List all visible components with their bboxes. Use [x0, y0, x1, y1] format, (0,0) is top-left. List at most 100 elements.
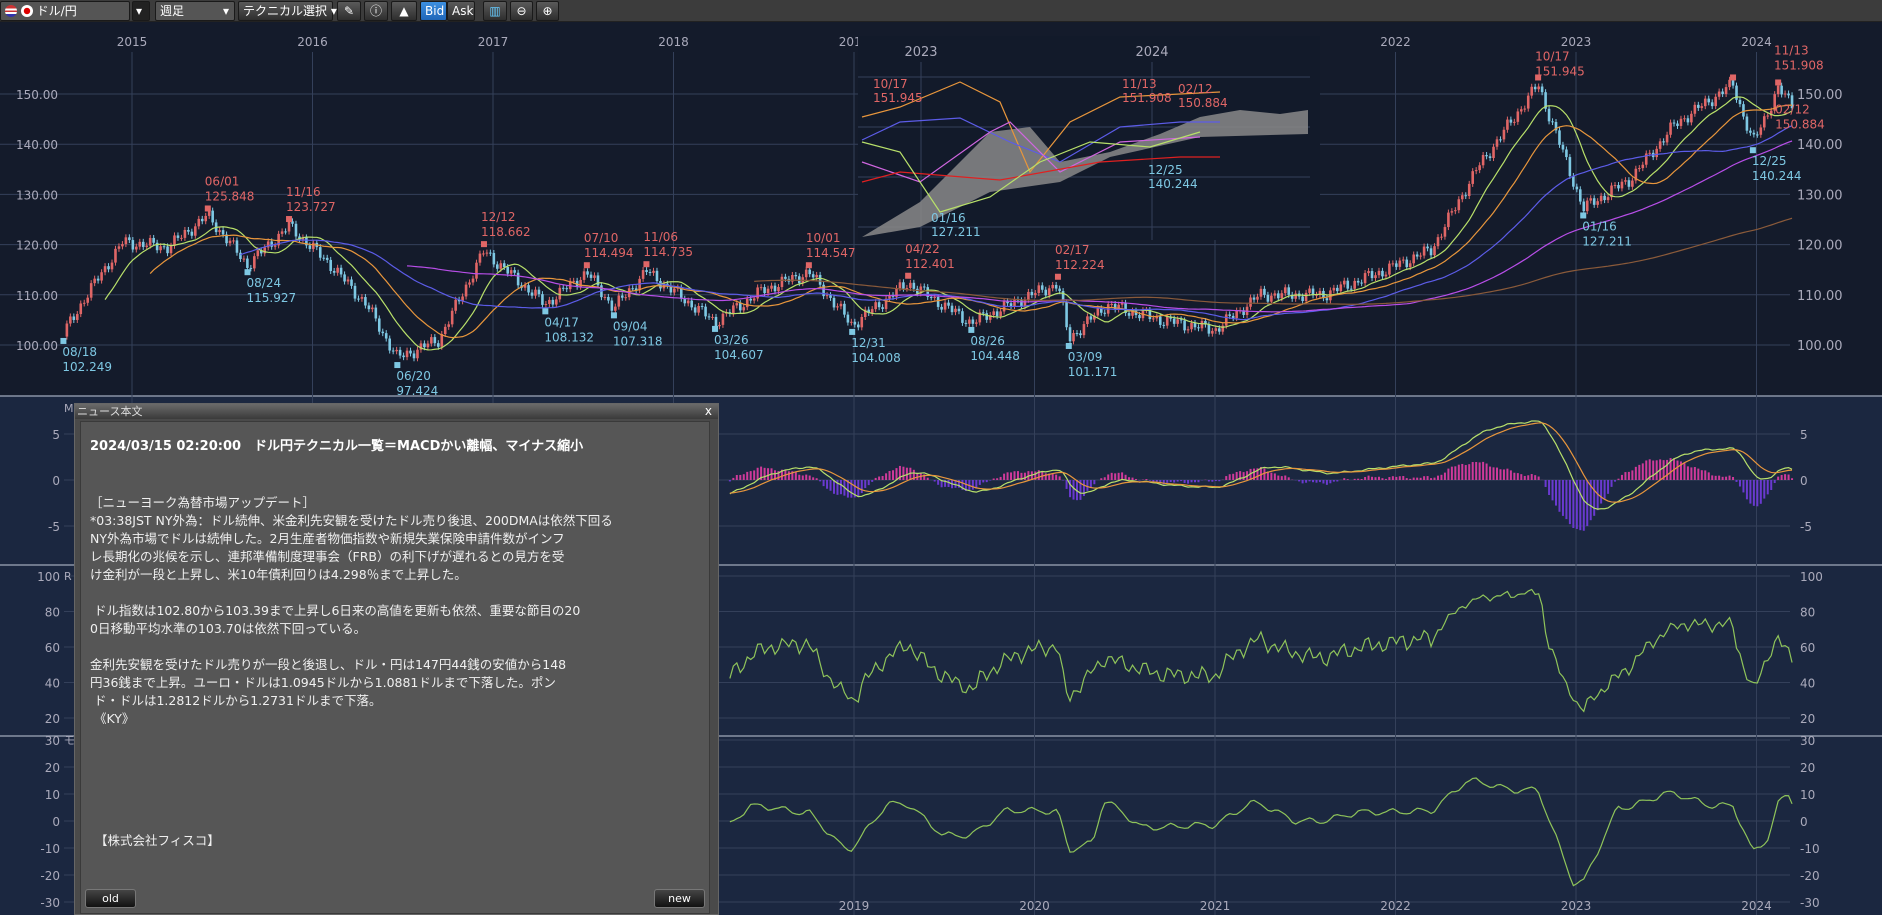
old-button[interactable]: old — [85, 889, 136, 908]
candle-body — [1724, 87, 1728, 95]
candle-body — [232, 240, 235, 242]
candle-body — [1738, 99, 1742, 105]
candle-body — [978, 312, 982, 323]
currency-pair-select[interactable]: ドル/円 — [0, 1, 130, 21]
macd-histogram-bar — [1169, 480, 1172, 482]
candle-body — [1731, 79, 1735, 86]
macd-histogram-bar — [985, 480, 988, 483]
macd-histogram-bar — [1187, 480, 1190, 484]
news-text: ［ニューヨーク為替市場アップデート］ *03:38JST NY外為：ドル続伸、米… — [90, 495, 613, 726]
info-button[interactable]: ⓘ — [364, 1, 388, 21]
candle-body — [485, 252, 489, 254]
period-select[interactable]: 週足 ▾ — [155, 1, 235, 21]
candle-body — [929, 296, 933, 298]
high-date: 02/17 — [1055, 243, 1090, 257]
macd-histogram-bar — [1645, 460, 1648, 480]
macd-histogram-bar — [1263, 468, 1266, 480]
candle-body — [561, 287, 565, 289]
macd-histogram-bar — [1548, 480, 1551, 495]
bid-button[interactable]: Bid — [420, 1, 447, 21]
candle-body — [1686, 118, 1690, 123]
candle-body — [586, 271, 589, 275]
macd-histogram-bar — [933, 480, 936, 482]
indicator-button[interactable]: ▥ — [483, 1, 507, 21]
macd-histogram-bar — [1700, 470, 1703, 480]
close-icon[interactable]: x — [704, 404, 712, 418]
candle-body — [287, 221, 291, 232]
candle-body — [176, 235, 180, 238]
candle-body — [1599, 195, 1603, 202]
low-date: 06/20 — [396, 369, 431, 383]
low-price: 104.008 — [851, 351, 901, 365]
candle-body — [1131, 310, 1134, 316]
candle-body — [843, 303, 846, 315]
high-price: 123.727 — [286, 200, 336, 214]
candle-body — [881, 307, 884, 309]
candle-body — [350, 279, 353, 286]
candle-body — [141, 241, 145, 247]
low-price: 108.132 — [544, 330, 594, 344]
price-tick-left: 120.00 — [16, 239, 58, 253]
candle-body — [1787, 93, 1790, 96]
candle-body — [596, 275, 600, 286]
inset-indicator-line — [861, 117, 1220, 163]
macd-histogram-bar — [1620, 474, 1623, 480]
macd-histogram-bar — [1447, 468, 1450, 480]
draw-button[interactable]: ✎ — [337, 1, 361, 21]
candle-body — [482, 253, 485, 255]
ask-button[interactable]: Ask — [447, 1, 475, 21]
candle-body — [898, 282, 902, 289]
candle-body — [1457, 199, 1461, 211]
macd-histogram-bar — [1777, 476, 1780, 480]
candle-body — [1742, 104, 1745, 117]
candle-body — [1773, 94, 1776, 111]
candle-body — [1471, 171, 1474, 184]
candle-body — [471, 278, 475, 283]
candle-body — [850, 321, 853, 323]
macd-histogram-bar — [964, 480, 967, 491]
inset-year-label: 2023 — [904, 45, 937, 60]
ma52-line — [240, 125, 1793, 321]
macd-histogram-bar — [1610, 480, 1613, 487]
technical-select[interactable]: テクニカル選択 ▾ — [238, 1, 337, 21]
candle-body — [763, 287, 766, 294]
zoom-out-button[interactable]: ⊖ — [510, 1, 533, 21]
low-price: 115.927 — [247, 291, 297, 305]
macd-histogram-bar — [1273, 473, 1276, 480]
low-date: 08/26 — [970, 334, 1005, 348]
new-button[interactable]: new — [654, 889, 705, 908]
macd-histogram-bar — [1103, 477, 1106, 480]
high-date: 12/12 — [481, 210, 516, 224]
macd-histogram-bar — [898, 465, 901, 480]
candle-body — [624, 297, 628, 299]
macd-histogram-bar — [1627, 471, 1630, 480]
candle-body — [1759, 127, 1763, 135]
candle-body — [1374, 275, 1377, 279]
macd-histogram-bar — [1069, 480, 1072, 498]
macd-histogram-bar — [767, 468, 770, 480]
candle-body — [426, 343, 430, 348]
macd-histogram-bar — [1423, 476, 1426, 480]
sub-tick-left: 80 — [45, 606, 60, 620]
candle-body — [169, 245, 173, 254]
candle-body — [433, 337, 437, 344]
candle-body — [1676, 123, 1679, 126]
candle-body — [686, 300, 690, 304]
sub-tick-right: 100 — [1800, 570, 1823, 584]
macd-histogram-bar — [957, 480, 960, 488]
macd-histogram-bar — [905, 467, 908, 480]
macd-histogram-bar — [1756, 480, 1759, 507]
low-date: 12/25 — [1752, 154, 1787, 168]
macd-histogram-bar — [1253, 468, 1256, 480]
candle-body — [1488, 156, 1492, 159]
candle-body — [909, 282, 912, 288]
candle-body — [589, 274, 593, 278]
currency-dropdown-button[interactable]: ▾ — [132, 1, 150, 21]
news-titlebar[interactable]: ニュース本文 x — [75, 404, 718, 419]
candle-body — [155, 242, 159, 251]
price-tick-left: 110.00 — [16, 289, 58, 303]
zoom-in-button[interactable]: ⊕ — [536, 1, 559, 21]
chart-type-button[interactable]: ▲ — [391, 1, 417, 21]
macd-histogram-bar — [812, 477, 815, 480]
candle-body — [1270, 295, 1273, 302]
